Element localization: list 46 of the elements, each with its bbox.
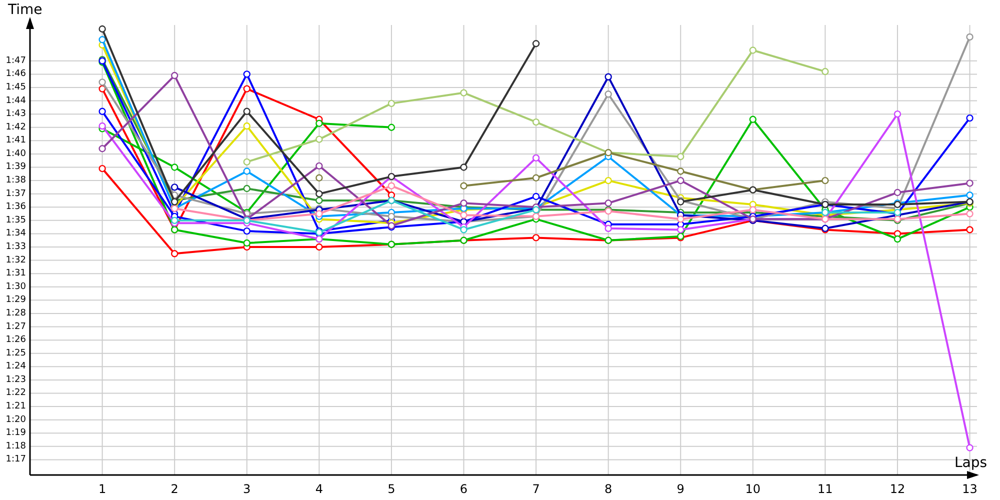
y-tick-label: 1:46 xyxy=(6,69,26,80)
y-tick-label: 1:33 xyxy=(6,242,26,252)
y-tick-label: 1:41 xyxy=(6,136,26,146)
y-tick-label: 1:37 xyxy=(6,188,26,199)
y-tick-label: 1:34 xyxy=(6,228,26,239)
y-tick-label: 1:19 xyxy=(6,428,26,438)
x-tick-label: 11 xyxy=(818,482,833,496)
y-tick-label: 1:22 xyxy=(6,388,26,398)
y-tick-label: 1:18 xyxy=(6,441,26,452)
x-axis-title: Laps xyxy=(954,455,987,471)
y-tick-label: 1:31 xyxy=(6,268,26,279)
y-tick-label: 1:24 xyxy=(6,362,26,372)
x-tick-label: 7 xyxy=(532,482,540,496)
x-tick-label: 5 xyxy=(388,482,396,496)
y-tick-label: 1:47 xyxy=(6,56,26,66)
y-tick-label: 1:42 xyxy=(6,122,26,132)
y-tick-label: 1:43 xyxy=(6,109,26,120)
y-tick-label: 1:27 xyxy=(6,322,26,332)
y-tick-label: 1:26 xyxy=(6,335,26,346)
y-tick-label: 1:21 xyxy=(6,402,26,412)
x-tick-label: 13 xyxy=(962,482,978,496)
x-tick-label: 6 xyxy=(460,482,468,496)
x-tick-label: 4 xyxy=(315,482,323,496)
y-tick-label: 1:30 xyxy=(6,282,26,292)
y-tick-label: 1:32 xyxy=(6,255,26,266)
x-tick-label: 3 xyxy=(243,482,251,496)
y-tick-label: 1:23 xyxy=(6,374,26,385)
x-tick-label: 12 xyxy=(890,482,906,496)
y-tick-label: 1:35 xyxy=(6,215,26,226)
y-tick-label: 1:44 xyxy=(6,96,26,106)
x-tick-label: 8 xyxy=(604,482,612,496)
x-tick-label: 10 xyxy=(745,482,761,496)
x-tick-label: 2 xyxy=(170,482,178,496)
y-tick-label: 1:38 xyxy=(6,176,26,186)
x-tick-label: 9 xyxy=(676,482,684,496)
x-tick-label: 1 xyxy=(98,482,106,496)
y-tick-label: 1:25 xyxy=(6,348,26,358)
y-tick-label: 1:17 xyxy=(6,454,26,465)
y-tick-label: 1:20 xyxy=(6,414,26,425)
y-tick-label: 1:28 xyxy=(6,308,26,318)
y-tick-label: 1:29 xyxy=(6,295,26,306)
y-tick-label: 1:45 xyxy=(6,82,26,92)
y-tick-label: 1:40 xyxy=(6,148,26,159)
y-axis-title: Time xyxy=(7,2,42,18)
y-tick-label: 1:36 xyxy=(6,202,26,212)
y-tick-label: 1:39 xyxy=(6,162,26,172)
